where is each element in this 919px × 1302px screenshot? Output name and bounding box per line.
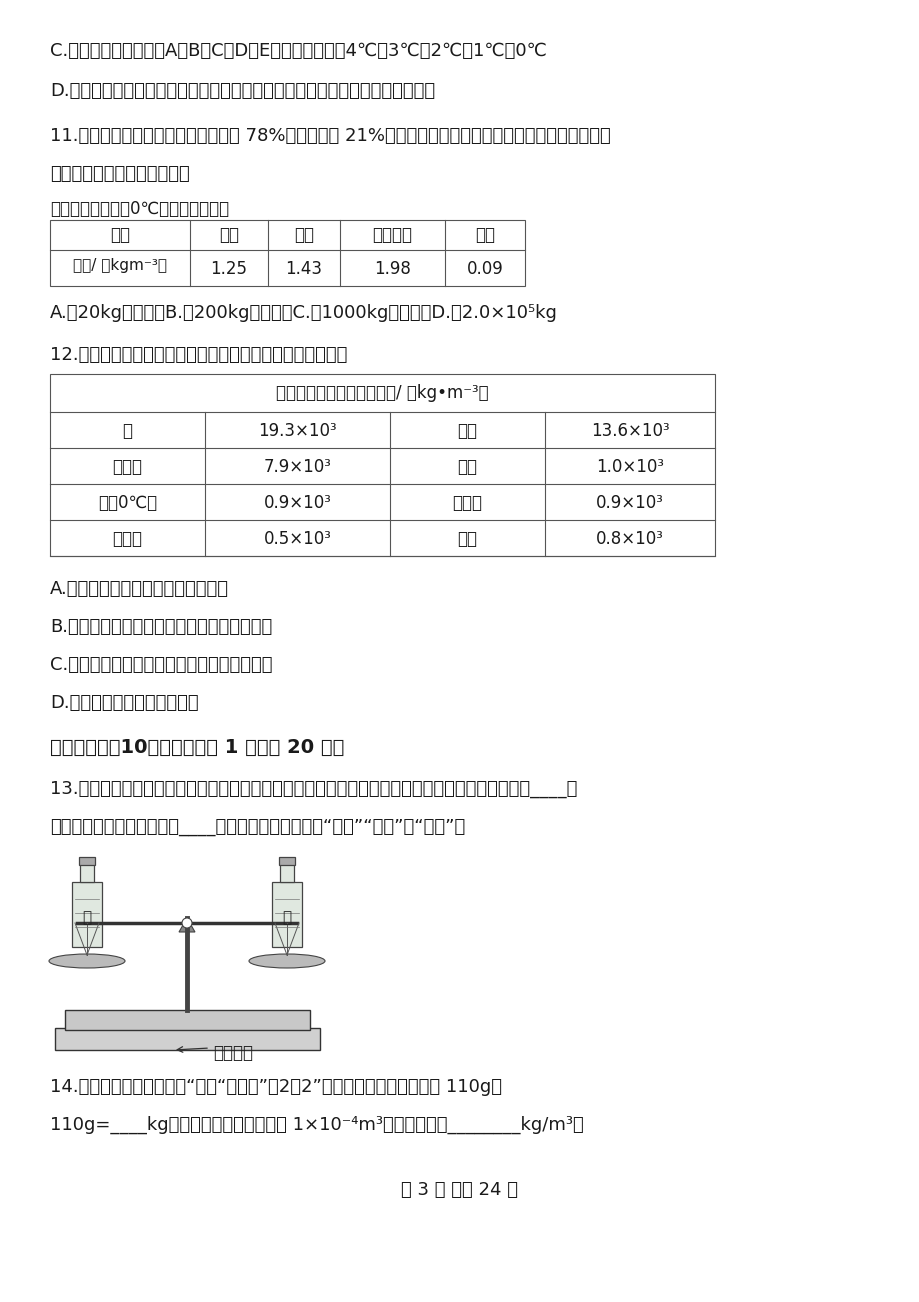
Text: 13.　两个完全相同的瓶子装有不同的液体，放在横梁已平衡的天平上，如图所示。则甲瓶液体质量____乙: 13. 两个完全相同的瓶子装有不同的液体，放在横梁已平衡的天平上，如图所示。则甲…	[50, 780, 577, 798]
Ellipse shape	[249, 954, 324, 967]
Text: A.　固体的密度一定比液体的密度大: A. 固体的密度一定比液体的密度大	[50, 579, 229, 598]
Bar	[279, 865, 294, 881]
Text: 钉、铁: 钉、铁	[112, 458, 142, 477]
Text: 纯水: 纯水	[457, 458, 477, 477]
Text: 氮气: 氮气	[219, 227, 239, 243]
Text: 瓶液体质量，甲瓶液体密度____乙瓶液体密度。（选填“大于”“等于”或“小于”）: 瓶液体质量，甲瓶液体密度____乙瓶液体密度。（选填“大于”“等于”或“小于”）	[50, 818, 465, 836]
Text: 12.　阅读图表信息判断下面的说法，其中正确的是（　　）: 12. 阅读图表信息判断下面的说法，其中正确的是（ ）	[50, 346, 347, 365]
Text: 冰（0℃）: 冰（0℃）	[97, 493, 157, 512]
Text: 金: 金	[122, 422, 132, 440]
Text: D.　如果没有水的反常膨胀，湖底和表面的水可能同时结冰，水中生物很难越冬: D. 如果没有水的反常膨胀，湖底和表面的水可能同时结冰，水中生物很难越冬	[50, 82, 435, 100]
Bar	[55, 1029, 320, 1049]
Text: 水銀: 水銀	[457, 422, 477, 440]
Text: 0.5×10³: 0.5×10³	[263, 530, 331, 548]
Text: 11.空气的成分按体积计算，氮气约占 78%，氧气约占 21%，根据下表中一些气体密度估算你所在教室里空: 11.空气的成分按体积计算，氮气约占 78%，氧气约占 21%，根据下表中一些气…	[50, 128, 610, 145]
Bar	[50, 220, 525, 286]
Text: D.　不同物质的密度一定不同: D. 不同物质的密度一定不同	[50, 694, 199, 712]
Text: 二、填空题（10个小题，每空 1 分，共 20 分）: 二、填空题（10个小题，每空 1 分，共 20 分）	[50, 738, 344, 756]
Text: 乙: 乙	[282, 910, 291, 924]
Text: 水平桌面: 水平桌面	[213, 1044, 253, 1062]
Text: 氧气: 氧气	[294, 227, 313, 243]
Text: 物质: 物质	[110, 227, 130, 243]
Bar	[272, 881, 301, 947]
Bar	[50, 374, 714, 556]
Bar	[80, 865, 94, 881]
Text: 14.据《南海日报》报道：“今年“荔枝王”重2两2”，即单颗荔枝的质量达到 110g。: 14.据《南海日报》报道：“今年“荔枝王”重2两2”，即单颗荔枝的质量达到 11…	[50, 1078, 502, 1096]
Text: 干松木: 干松木	[112, 530, 142, 548]
Text: 1.25: 1.25	[210, 260, 247, 279]
Text: 1.0×10³: 1.0×10³	[596, 458, 664, 477]
Text: 7.9×10³: 7.9×10³	[263, 458, 331, 477]
Text: 110g=____kg．　若这颗荔枝的体积是 1×10⁻⁴m³，它的密度是________kg/m³。: 110g=____kg． 若这颗荔枝的体积是 1×10⁻⁴m³，它的密度是___…	[50, 1116, 584, 1134]
Text: 第 3 页 　共 24 页: 第 3 页 共 24 页	[401, 1181, 518, 1199]
Text: 气的质量，合理的是（　　）: 气的质量，合理的是（ ）	[50, 165, 189, 184]
Text: 0.9×10³: 0.9×10³	[596, 493, 664, 512]
Text: 常温常压下部分物质的密度/ （kg•m⁻³）: 常温常压下部分物质的密度/ （kg•m⁻³）	[276, 384, 488, 402]
Text: 0.8×10³: 0.8×10³	[596, 530, 664, 548]
Bar	[79, 857, 95, 865]
Bar	[65, 1010, 310, 1030]
Text: 0.09: 0.09	[466, 260, 503, 279]
Text: A.　20kg　　　　B.　200kg　　　　C.　1000kg　　　　D.　2.0×10⁵kg: A. 20kg B. 200kg C. 1000kg D. 2.0×10⁵kg	[50, 303, 557, 322]
Polygon shape	[179, 918, 195, 932]
Text: 氢气: 氢气	[474, 227, 494, 243]
Text: 酒精: 酒精	[457, 530, 477, 548]
Text: C.　示意图中从上至下A、B、C、D、E处的温度分别为4℃、3℃、2℃、1℃、0℃: C. 示意图中从上至下A、B、C、D、E处的温度分别为4℃、3℃、2℃、1℃、0…	[50, 42, 546, 60]
Text: 0.9×10³: 0.9×10³	[263, 493, 331, 512]
Text: 密度/ （kgm⁻³）: 密度/ （kgm⁻³）	[73, 258, 167, 273]
Ellipse shape	[49, 954, 125, 967]
Text: 1.98: 1.98	[374, 260, 411, 279]
Text: 二氧化碳: 二氧化碳	[372, 227, 412, 243]
Bar	[72, 881, 102, 947]
Bar	[278, 857, 295, 865]
Circle shape	[182, 918, 192, 928]
Text: 甲: 甲	[83, 910, 92, 924]
Text: B.　体积相同的植物油和酒精，酒精的质量大: B. 体积相同的植物油和酒精，酒精的质量大	[50, 618, 272, 635]
Text: 1.43: 1.43	[285, 260, 323, 279]
Text: 19.3×10³: 19.3×10³	[258, 422, 336, 440]
Text: 13.6×10³: 13.6×10³	[590, 422, 669, 440]
Text: 植物油: 植物油	[452, 493, 482, 512]
Text: C.　同种物质在不同状态下，其密度一般不同: C. 同种物质在不同状态下，其密度一般不同	[50, 656, 272, 674]
Text: 一些气体的密度（0℃，标准大气压）: 一些气体的密度（0℃，标准大气压）	[50, 201, 229, 217]
